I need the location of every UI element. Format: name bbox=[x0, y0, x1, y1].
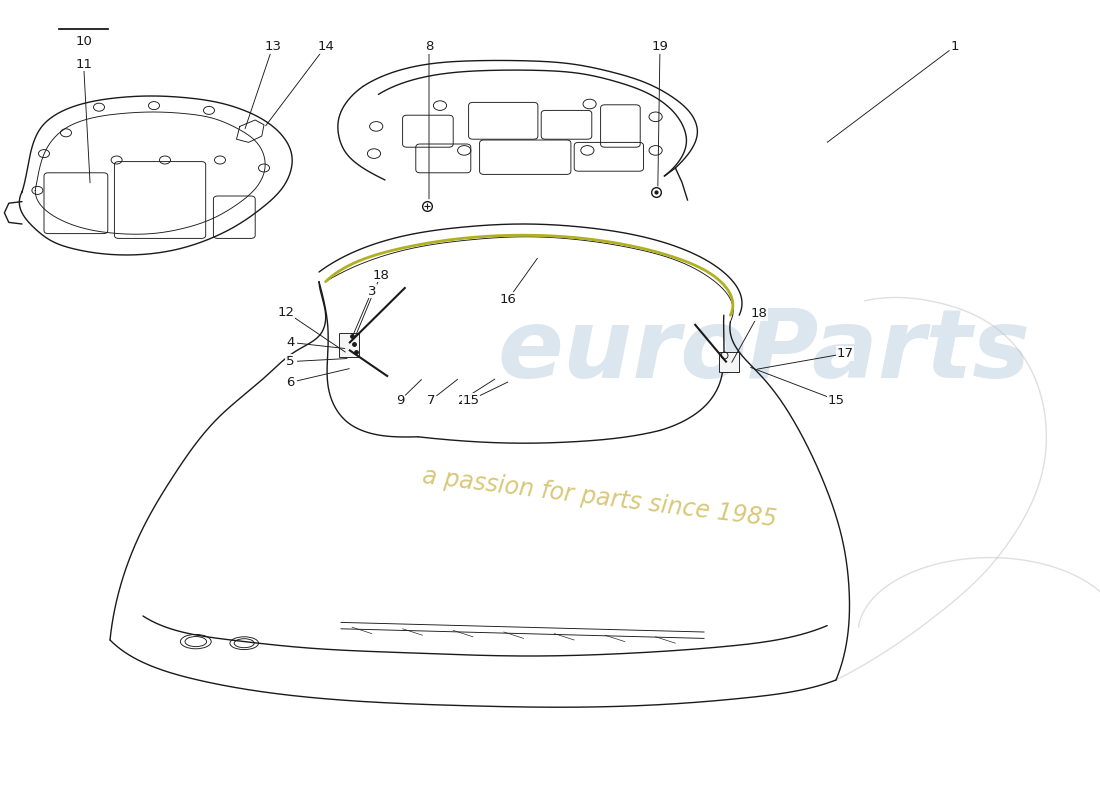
Text: 4: 4 bbox=[286, 336, 295, 349]
Text: a passion for parts since 1985: a passion for parts since 1985 bbox=[421, 464, 778, 531]
Text: 2: 2 bbox=[458, 394, 466, 406]
Text: 18: 18 bbox=[372, 269, 389, 282]
Text: 11: 11 bbox=[75, 58, 92, 70]
Text: 13: 13 bbox=[264, 40, 282, 53]
Text: 16: 16 bbox=[499, 293, 517, 306]
Text: 17: 17 bbox=[836, 347, 854, 360]
Text: 15: 15 bbox=[462, 394, 480, 406]
Text: 3: 3 bbox=[367, 285, 376, 298]
Text: 12: 12 bbox=[277, 306, 295, 318]
Text: 14: 14 bbox=[317, 40, 334, 53]
Text: 10: 10 bbox=[75, 35, 92, 48]
Text: 8: 8 bbox=[425, 40, 433, 53]
Text: 19: 19 bbox=[651, 40, 669, 53]
Text: 18: 18 bbox=[750, 307, 768, 320]
Text: euroParts: euroParts bbox=[498, 306, 1031, 398]
Polygon shape bbox=[719, 352, 739, 372]
Text: 9: 9 bbox=[396, 394, 405, 406]
Text: 5: 5 bbox=[286, 355, 295, 368]
Text: 1: 1 bbox=[950, 40, 959, 53]
Text: 6: 6 bbox=[286, 376, 295, 389]
Text: 7: 7 bbox=[427, 394, 436, 406]
Polygon shape bbox=[339, 333, 359, 357]
Text: 15: 15 bbox=[827, 394, 845, 406]
